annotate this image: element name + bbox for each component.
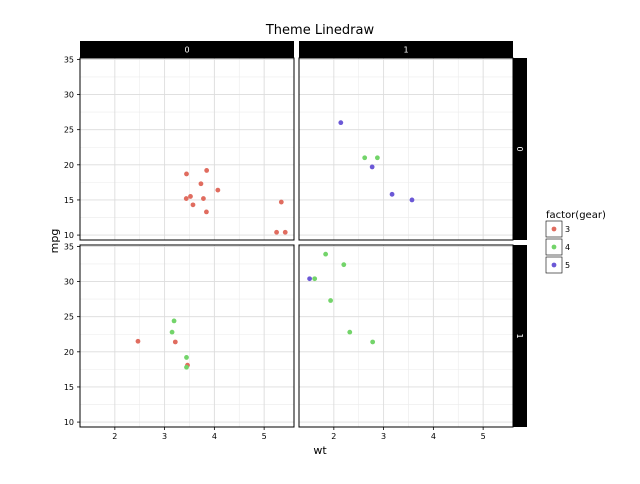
chart-title: Theme Linedraw <box>265 23 375 38</box>
data-point <box>201 196 206 201</box>
x-axis-label: wt <box>313 444 327 457</box>
col-strip <box>299 41 513 58</box>
data-point <box>274 229 279 235</box>
panel-border <box>79 244 295 428</box>
panel-background <box>299 245 513 427</box>
panel-1-0 <box>79 244 295 428</box>
data-point <box>312 276 318 282</box>
y-axis-label: mpg <box>48 229 61 254</box>
data-point <box>183 196 189 201</box>
data-point <box>215 187 221 193</box>
col-strip-label: 0 <box>184 46 189 55</box>
panel-background <box>80 58 294 240</box>
data-point <box>188 194 193 199</box>
col-strip-label: 1 <box>403 46 408 55</box>
data-point <box>374 155 380 161</box>
data-point <box>135 338 141 344</box>
row-strip <box>513 58 527 240</box>
y-tick-label: 20 <box>64 348 74 357</box>
data-point <box>341 262 347 268</box>
legend-label: 4 <box>565 243 570 252</box>
x-tick-label: 4 <box>212 432 217 441</box>
data-point <box>389 191 395 197</box>
data-point <box>307 276 313 282</box>
y-tick-label: 25 <box>64 126 74 135</box>
data-point <box>323 251 329 257</box>
y-tick-label: 30 <box>64 278 74 287</box>
panel-0-1 <box>298 57 514 241</box>
panel-background <box>80 245 294 427</box>
axes: 10 15 20 25 30 35 10 15 20 25 30 35 2 3 4 5 2 3 4 5 <box>64 55 486 441</box>
data-point <box>328 298 334 303</box>
legend-label: 5 <box>565 261 570 270</box>
data-point <box>171 318 177 324</box>
y-tick-label: 15 <box>64 196 74 205</box>
legend-title: factor(gear) <box>546 210 606 221</box>
x-tick-label: 2 <box>112 432 117 441</box>
data-point <box>338 120 344 126</box>
data-point <box>184 364 189 370</box>
legend: factor(gear) 3 4 5 <box>545 210 606 274</box>
y-tick-label: 20 <box>64 161 74 170</box>
y-tick-label: 35 <box>64 55 74 64</box>
data-point <box>278 199 284 205</box>
data-point <box>198 181 204 187</box>
data-point <box>172 339 178 345</box>
legend-marker <box>551 244 557 250</box>
row-strip <box>513 245 527 427</box>
x-tick-label: 3 <box>162 432 167 441</box>
facet-strips: 0 1 0 1 <box>80 41 527 427</box>
y-tick-label: 10 <box>64 231 74 240</box>
x-tick-label: 3 <box>381 432 386 441</box>
data-point <box>347 329 353 335</box>
y-tick-label: 35 <box>64 242 74 251</box>
data-point <box>362 155 368 161</box>
row-strip-label: 1 <box>515 333 524 338</box>
legend-marker <box>551 226 557 232</box>
y-tick-label: 10 <box>64 418 74 427</box>
y-tick-label: 25 <box>64 313 74 322</box>
x-tick-label: 4 <box>431 432 436 441</box>
x-tick-label: 5 <box>262 432 267 441</box>
legend-label: 3 <box>565 225 570 234</box>
data-point <box>184 171 189 177</box>
y-tick-label: 30 <box>64 91 74 100</box>
data-point <box>204 168 210 173</box>
data-point <box>409 197 415 203</box>
panel-1-1 <box>298 244 514 428</box>
panel-background <box>299 58 513 240</box>
data-point <box>204 209 209 215</box>
row-strip-label: 0 <box>515 146 524 151</box>
col-strip <box>80 41 294 58</box>
data-point <box>370 339 376 345</box>
legend-marker <box>551 262 557 268</box>
panel-0-0 <box>79 57 295 241</box>
data-point <box>184 355 189 360</box>
x-tick-label: 2 <box>331 432 336 441</box>
data-point <box>282 229 288 235</box>
x-tick-label: 5 <box>481 432 486 441</box>
panels <box>79 57 514 428</box>
y-tick-label: 15 <box>64 383 74 392</box>
data-point <box>169 329 175 335</box>
data-point <box>369 164 375 170</box>
data-point <box>190 202 196 208</box>
